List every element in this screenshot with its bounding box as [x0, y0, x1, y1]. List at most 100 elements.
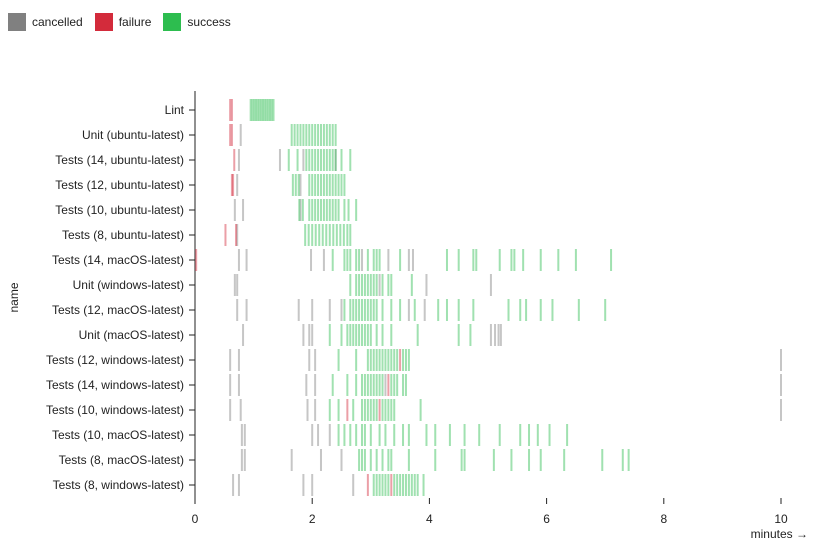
- success-mark: [366, 274, 369, 296]
- success-mark: [334, 199, 337, 221]
- success-mark: [381, 349, 384, 371]
- success-mark: [298, 199, 301, 221]
- failure-mark: [390, 474, 393, 496]
- success-mark: [513, 249, 516, 271]
- success-mark: [404, 374, 407, 396]
- success-mark: [539, 299, 542, 321]
- success-mark: [381, 474, 384, 496]
- legend-item-failure[interactable]: failure: [94, 13, 152, 31]
- success-mark: [258, 99, 261, 121]
- success-mark: [399, 474, 402, 496]
- success-mark: [355, 374, 358, 396]
- success-mark: [396, 474, 399, 496]
- legend-item-cancelled[interactable]: cancelled: [8, 13, 83, 31]
- failure-mark: [195, 249, 198, 271]
- cancelled-mark: [243, 449, 246, 471]
- cancelled-mark: [299, 174, 302, 196]
- legend: cancelled failure success: [8, 13, 231, 31]
- cancelled-mark: [237, 474, 240, 496]
- success-mark: [381, 399, 384, 421]
- success-mark: [419, 399, 422, 421]
- success-mark: [434, 424, 437, 446]
- failure-mark: [229, 124, 232, 146]
- success-mark: [308, 174, 311, 196]
- success-mark: [522, 249, 525, 271]
- failure-mark: [399, 349, 402, 371]
- cancelled-mark: [780, 399, 782, 421]
- success-mark: [302, 124, 305, 146]
- success-mark: [349, 324, 352, 346]
- success-mark: [355, 274, 358, 296]
- success-mark: [402, 424, 405, 446]
- success-mark: [448, 424, 451, 446]
- success-mark: [319, 199, 322, 221]
- success-mark: [610, 249, 613, 271]
- legend-label-failure: failure: [118, 15, 152, 29]
- success-mark: [349, 424, 352, 446]
- x-tick-label: 8: [660, 512, 667, 526]
- success-mark: [457, 324, 460, 346]
- failure-mark: [378, 399, 381, 421]
- success-mark: [393, 399, 396, 421]
- success-mark: [457, 299, 460, 321]
- success-mark: [557, 249, 560, 271]
- success-mark: [372, 349, 375, 371]
- success-mark: [363, 299, 366, 321]
- cancelled-mark: [314, 374, 317, 396]
- cancelled-mark: [233, 199, 236, 221]
- success-mark: [375, 299, 378, 321]
- success-mark: [352, 399, 355, 421]
- success-mark: [321, 224, 324, 246]
- success-mark: [387, 274, 390, 296]
- cancelled-mark: [302, 149, 305, 171]
- success-mark: [536, 424, 539, 446]
- legend-item-success[interactable]: success: [163, 13, 231, 31]
- y-tick-label: Tests (14, windows-latest): [46, 378, 184, 392]
- success-mark: [311, 124, 314, 146]
- success-mark: [256, 99, 259, 121]
- success-mark: [317, 149, 320, 171]
- success-mark: [369, 299, 372, 321]
- cancelled-mark: [340, 449, 343, 471]
- success-mark: [355, 299, 358, 321]
- success-mark: [390, 449, 393, 471]
- success-mark: [492, 449, 495, 471]
- success-mark: [434, 449, 437, 471]
- success-mark: [525, 299, 528, 321]
- success-mark: [372, 474, 375, 496]
- success-mark: [331, 199, 334, 221]
- success-mark: [343, 424, 346, 446]
- success-mark: [387, 349, 390, 371]
- cancelled-mark: [237, 349, 240, 371]
- success-mark: [343, 249, 346, 271]
- success-mark: [328, 324, 331, 346]
- success-mark: [293, 124, 296, 146]
- success-mark: [393, 474, 396, 496]
- success-mark: [361, 299, 364, 321]
- success-mark: [363, 399, 366, 421]
- success-mark: [328, 199, 331, 221]
- cancelled-mark: [311, 424, 314, 446]
- cancelled-mark: [499, 324, 502, 346]
- cancelled-mark: [240, 449, 243, 471]
- success-mark: [352, 299, 355, 321]
- success-mark: [287, 149, 290, 171]
- cancelled-mark: [236, 174, 239, 196]
- success-mark: [311, 149, 314, 171]
- legend-swatch-cancelled: [8, 13, 26, 31]
- x-axis: 0 2 4 6 8 10: [192, 498, 788, 526]
- cancelled-mark: [233, 274, 236, 296]
- success-mark: [528, 449, 531, 471]
- success-mark: [314, 174, 317, 196]
- success-mark: [410, 274, 413, 296]
- cancelled-mark: [239, 399, 242, 421]
- success-mark: [319, 174, 322, 196]
- success-mark: [390, 324, 393, 346]
- success-mark: [563, 449, 566, 471]
- success-mark: [369, 449, 372, 471]
- x-tick-label: 10: [774, 512, 788, 526]
- cancelled-mark: [314, 399, 317, 421]
- cancelled-mark: [243, 424, 246, 446]
- success-mark: [601, 449, 604, 471]
